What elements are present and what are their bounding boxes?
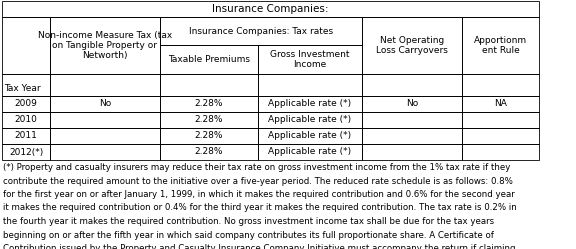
Text: Insurance Companies:: Insurance Companies: xyxy=(212,4,329,14)
Bar xyxy=(258,112,362,128)
Bar xyxy=(462,128,539,144)
Text: Contribution issued by the Property and Casualty Insurance Company Initiative mu: Contribution issued by the Property and … xyxy=(3,244,516,249)
Text: 2.28%: 2.28% xyxy=(195,131,223,140)
Bar xyxy=(2,17,50,74)
Text: (*) Property and casualty insurers may reduce their tax rate on gross investment: (*) Property and casualty insurers may r… xyxy=(3,163,510,172)
Text: Applicable rate (*): Applicable rate (*) xyxy=(268,147,351,157)
Bar xyxy=(160,96,258,112)
Bar xyxy=(362,144,462,160)
Text: No: No xyxy=(99,100,111,109)
Bar xyxy=(2,74,50,96)
Text: Applicable rate (*): Applicable rate (*) xyxy=(268,100,351,109)
Bar xyxy=(160,45,258,74)
Text: beginning on or after the fifth year in which said company contributes its full : beginning on or after the fifth year in … xyxy=(3,231,494,240)
Bar xyxy=(258,74,362,96)
Bar xyxy=(50,74,160,96)
Text: 2.28%: 2.28% xyxy=(195,100,223,109)
Text: Apportionm
ent Rule: Apportionm ent Rule xyxy=(474,36,527,55)
Bar xyxy=(50,17,160,74)
Bar xyxy=(160,112,258,128)
Bar xyxy=(258,45,362,74)
Bar xyxy=(2,96,50,112)
Bar xyxy=(50,144,160,160)
Text: Gross Investment
Income: Gross Investment Income xyxy=(270,50,350,69)
Bar xyxy=(362,17,462,74)
Text: 2.28%: 2.28% xyxy=(195,147,223,157)
Text: Tax Year: Tax Year xyxy=(4,84,41,93)
Text: 2011: 2011 xyxy=(14,131,37,140)
Bar xyxy=(160,74,258,96)
Text: Net Operating
Loss Carryovers: Net Operating Loss Carryovers xyxy=(376,36,448,55)
Bar xyxy=(2,112,50,128)
Bar xyxy=(50,112,160,128)
Bar xyxy=(160,128,258,144)
Bar xyxy=(258,96,362,112)
Text: the fourth year it makes the required contribution. No gross investment income t: the fourth year it makes the required co… xyxy=(3,217,494,226)
Text: No: No xyxy=(406,100,418,109)
Text: 2012(*): 2012(*) xyxy=(9,147,43,157)
Text: Applicable rate (*): Applicable rate (*) xyxy=(268,116,351,124)
Bar xyxy=(50,128,160,144)
Text: for the first year on or after January 1, 1999, in which it makes the required c: for the first year on or after January 1… xyxy=(3,190,515,199)
Bar xyxy=(362,112,462,128)
Bar xyxy=(462,112,539,128)
Bar xyxy=(362,96,462,112)
Bar xyxy=(160,144,258,160)
Bar xyxy=(462,17,539,74)
Text: it makes the required contribution or 0.4% for the third year it makes the requi: it makes the required contribution or 0.… xyxy=(3,203,517,212)
Text: 2009: 2009 xyxy=(14,100,37,109)
Text: Non-income Measure Tax (tax
on Tangible Property or
Networth): Non-income Measure Tax (tax on Tangible … xyxy=(38,31,172,61)
Bar xyxy=(258,128,362,144)
Bar xyxy=(462,96,539,112)
Bar xyxy=(160,17,362,45)
Text: NA: NA xyxy=(494,100,507,109)
Text: Insurance Companies: Tax rates: Insurance Companies: Tax rates xyxy=(189,26,333,36)
Text: contribute the required amount to the initiative over a five-year period. The re: contribute the required amount to the in… xyxy=(3,177,513,186)
Text: Applicable rate (*): Applicable rate (*) xyxy=(268,131,351,140)
Bar xyxy=(50,96,160,112)
Bar xyxy=(2,144,50,160)
Bar xyxy=(362,74,462,96)
Bar xyxy=(258,144,362,160)
Bar xyxy=(362,128,462,144)
Bar xyxy=(462,144,539,160)
Text: Taxable Premiums: Taxable Premiums xyxy=(168,55,250,64)
Bar xyxy=(2,1,539,17)
Bar xyxy=(462,74,539,96)
Text: 2.28%: 2.28% xyxy=(195,116,223,124)
Bar xyxy=(2,128,50,144)
Text: 2010: 2010 xyxy=(14,116,37,124)
